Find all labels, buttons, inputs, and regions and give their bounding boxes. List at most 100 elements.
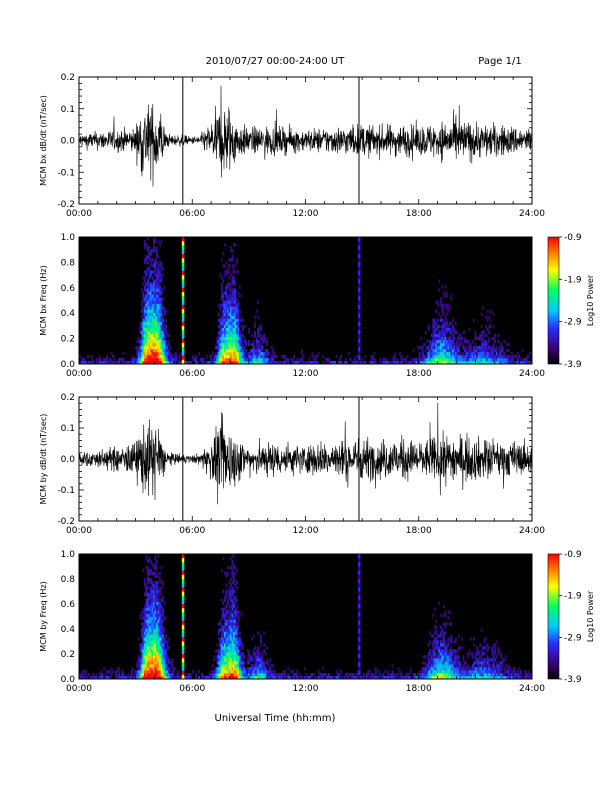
event-spike [357, 562, 361, 567]
spectrogram-cell [492, 676, 495, 680]
spectrogram-cell [231, 619, 234, 623]
spectrogram-cell [152, 243, 155, 247]
spectrogram-cell [482, 673, 484, 677]
spectrogram-cell [448, 336, 451, 341]
spectrogram-cell [236, 312, 238, 316]
spectrogram-cell [461, 354, 463, 359]
spectrogram-cell [145, 258, 148, 262]
spectrogram-cell [424, 667, 427, 671]
spectrogram-cell [156, 255, 158, 259]
spectrogram-cell [214, 667, 217, 671]
spectrogram-cell [162, 267, 164, 271]
spectrogram-cell [486, 664, 489, 668]
spectrogram-cell [480, 652, 483, 656]
spectrogram-cell [240, 336, 243, 341]
spectrogram-cell [435, 646, 438, 650]
spectrogram-cell [163, 673, 166, 677]
spectrogram-cell [148, 303, 151, 307]
spectrogram-cell [438, 658, 441, 662]
spectrogram-cell [172, 670, 175, 674]
spectrogram-cell [307, 360, 309, 365]
spectrogram-cell [248, 649, 250, 653]
spectrogram-cell [156, 342, 158, 347]
spectrogram-cell [149, 607, 152, 611]
spectrogram-cell [495, 673, 498, 677]
spectrogram-cell [454, 655, 457, 659]
spectrogram-cell [451, 357, 454, 362]
spectrogram-cell [462, 330, 465, 335]
spectrogram-cell [479, 643, 481, 647]
spectrogram-cell [219, 330, 222, 335]
spectrogram-cell [152, 607, 155, 611]
event-spike [357, 253, 361, 259]
spectrogram-cell [157, 255, 160, 259]
spectrogram-cell [154, 258, 157, 262]
spectrogram-cell [444, 664, 447, 668]
spectrogram-cell [507, 667, 510, 671]
spectrogram-cell [162, 321, 164, 325]
spectrogram-cell [454, 670, 457, 674]
spectrogram-cell [432, 321, 435, 325]
spectrogram-cell [222, 613, 225, 617]
spectrogram-cell [335, 354, 338, 359]
spectrogram-cell [237, 351, 240, 356]
event-spike [181, 604, 185, 609]
spectrogram-cell [429, 354, 432, 359]
spectrogram-cell [364, 354, 367, 359]
spectrogram-cell [219, 345, 222, 350]
spectrogram-cell [524, 676, 527, 680]
spectrogram-cell [483, 357, 486, 362]
spectrogram-cell [507, 673, 510, 677]
spectrogram-cell [156, 574, 158, 579]
spectrogram-cell [444, 676, 447, 680]
spectrogram-cell [293, 360, 296, 365]
spectrogram-cell [151, 309, 154, 313]
spectrogram-cell [275, 673, 278, 677]
spectrogram-cell [163, 667, 166, 671]
spectrogram-cell [405, 676, 407, 680]
spectrogram-cell [143, 240, 146, 244]
spectrogram-cell [156, 282, 158, 286]
spectrogram-cell [237, 664, 240, 668]
spectrogram-cell [421, 357, 424, 362]
spectrogram-cell [486, 643, 489, 647]
spectrogram-cell [231, 351, 234, 356]
spectrogram-cell [165, 640, 167, 644]
spectrogram-cell [149, 273, 152, 277]
spectrogram-cell [461, 646, 463, 650]
event-spike [357, 579, 361, 584]
spectrogram-cell [448, 673, 451, 677]
spectrogram-cell [445, 324, 448, 329]
spectrogram-cell [470, 351, 472, 356]
spectrogram-cell [162, 631, 164, 635]
spectrogram-cell [447, 640, 450, 644]
spectrogram-cell [370, 357, 373, 362]
spectrogram-cell [145, 589, 148, 593]
spectrogram-cell [116, 676, 119, 680]
spectrogram-cell [115, 360, 118, 365]
spectrogram-cell [146, 309, 149, 313]
spectrogram-cell [160, 673, 163, 677]
spectrogram-cell [145, 622, 148, 626]
spectrogram-cell [145, 619, 148, 623]
spectrogram-cell [433, 336, 436, 341]
spectrogram-cell [148, 288, 151, 292]
spectrogram-cell [226, 306, 229, 310]
spectrogram-cell [228, 297, 231, 301]
spectrogram-cell [445, 360, 448, 365]
spectrogram-cell [175, 676, 178, 680]
spectrogram-cell [157, 655, 160, 659]
spectrogram-cell [435, 351, 438, 356]
spectrogram-cell [254, 324, 256, 329]
spectrogram-cell [234, 655, 237, 659]
spectrogram-cell [260, 342, 263, 347]
spectrogram-cell [226, 315, 229, 319]
spectrogram-cell [467, 339, 469, 344]
spectrogram-cell [240, 670, 243, 674]
spectrogram-cell [513, 360, 516, 365]
spectrogram-cell [159, 357, 161, 362]
event-spike [357, 262, 361, 267]
spectrogram-cell [243, 360, 246, 365]
spectrogram-cell [100, 670, 102, 674]
spectrogram-cell [476, 348, 478, 353]
